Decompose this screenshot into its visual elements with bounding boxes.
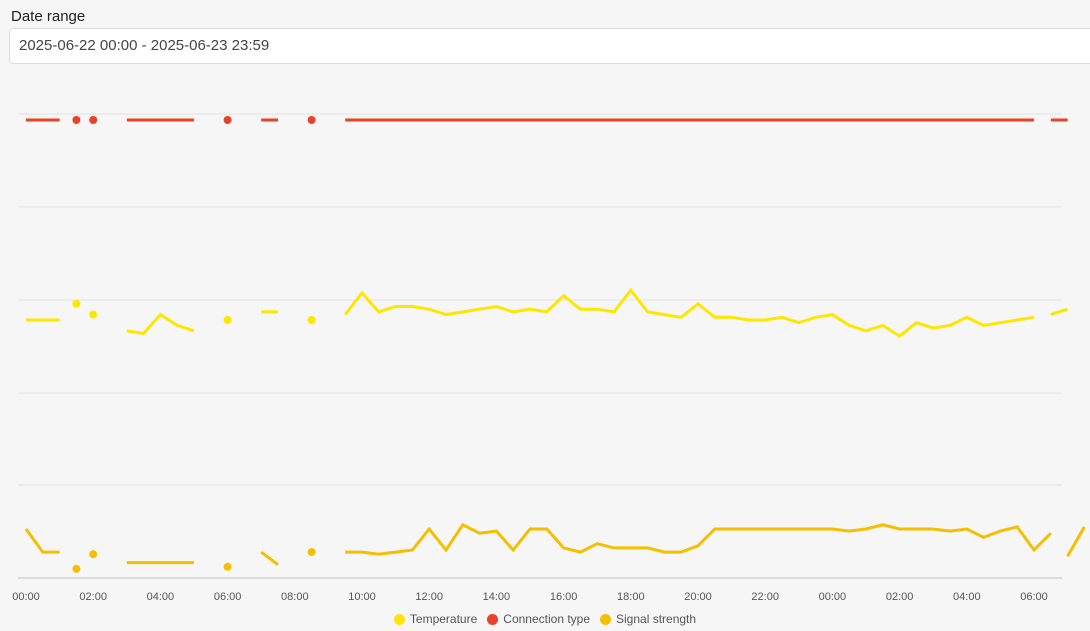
- signal-point: [223, 562, 232, 571]
- temperature-point: [89, 310, 98, 319]
- x-tick-label: 18:00: [617, 591, 645, 603]
- x-tick-label: 02:00: [79, 591, 107, 603]
- legend-item-signal-strength[interactable]: Signal strength: [600, 612, 696, 626]
- x-tick-label: 06:00: [214, 591, 242, 603]
- legend-label-temperature: Temperature: [409, 612, 478, 626]
- temperature-series-line: [1050, 307, 1069, 317]
- x-tick-label: 08:00: [281, 591, 309, 603]
- signal-series-line: [24, 528, 60, 554]
- connection-point: [72, 116, 81, 124]
- date-range-label: Date range: [11, 8, 86, 25]
- legend-item-connection-type[interactable]: Connection type: [487, 612, 590, 626]
- signal-point: [307, 548, 316, 557]
- x-tick-label: 00:00: [819, 591, 847, 603]
- signal-series-line: [260, 550, 279, 566]
- x-tick-label: 12:00: [415, 591, 443, 603]
- date-range-input[interactable]: 2025-06-22 00:00 - 2025-06-23 23:59: [9, 28, 1090, 64]
- temperature-series-line: [126, 312, 195, 336]
- x-tick-label: 20:00: [684, 591, 712, 603]
- x-tick-label: 00:00: [12, 591, 40, 603]
- signal-series-line: [345, 522, 1052, 556]
- x-tick-label: 06:00: [1020, 591, 1048, 603]
- connection-point: [307, 116, 316, 124]
- legend-dot-connection-type: [487, 613, 499, 625]
- connection-point: [223, 116, 232, 124]
- legend-item-temperature[interactable]: Temperature: [393, 612, 478, 626]
- signal-point: [72, 564, 81, 573]
- legend-dot-temperature: [393, 613, 405, 625]
- temperature-point: [223, 316, 232, 324]
- temperature-point: [307, 316, 316, 324]
- chart-legend: Temperature Connection type Signal stren…: [0, 612, 1090, 626]
- x-tick-label: 10:00: [348, 591, 376, 603]
- legend-dot-signal-strength: [600, 613, 612, 625]
- signal-series-line: [1066, 526, 1086, 558]
- x-tick-label: 16:00: [550, 591, 578, 603]
- connection-point: [89, 116, 98, 124]
- sensor-chart: 00:00 02:00 04:00 06:00 08:00 10:00 12:00 14:00…: [12, 113, 1086, 603]
- legend-label-connection-type: Connection type: [503, 612, 591, 626]
- temperature-series-line: [344, 287, 1035, 339]
- x-tick-label: 22:00: [751, 591, 779, 603]
- temperature-point: [72, 299, 81, 308]
- x-tick-label: 14:00: [483, 591, 511, 603]
- x-tick-label: 04:00: [953, 591, 981, 603]
- x-tick-label: 02:00: [886, 591, 914, 603]
- x-tick-label: 04:00: [147, 591, 175, 603]
- legend-label-signal-strength: Signal strength: [616, 612, 697, 626]
- signal-point: [89, 550, 98, 559]
